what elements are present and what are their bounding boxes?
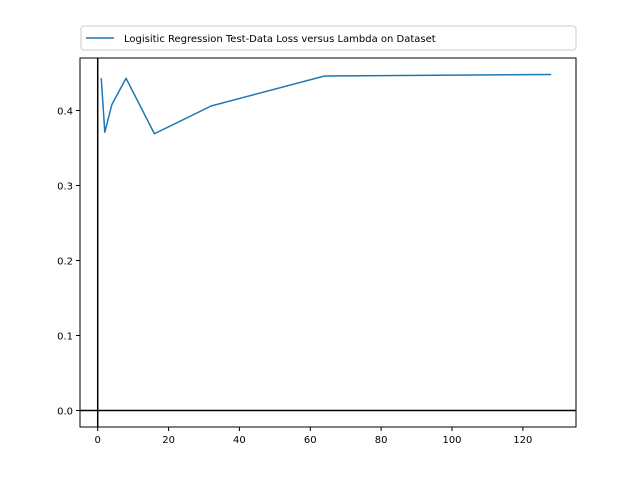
x-tick-label: 80 [375,435,388,446]
y-tick-label: 0.1 [57,332,73,343]
x-tick-label: 100 [442,435,461,446]
series-line [100,73,552,135]
y-tick-label: 0.0 [57,407,73,418]
legend-label: Logisitic Regression Test-Data Loss vers… [124,34,436,45]
y-axis: 0.0 0.1 0.2 0.3 0.4 [57,107,80,418]
plot-frame [79,57,577,428]
y-tick-label: 0.4 [57,107,73,118]
legend: Logisitic Regression Test-Data Loss vers… [80,25,577,51]
y-tick-label: 0.2 [57,257,73,268]
x-axis: 0 20 40 60 80 100 120 [95,427,532,446]
plot-area [79,57,577,428]
y-tick-label: 0.3 [57,182,73,193]
legend-box [80,25,577,51]
x-tick-label: 20 [162,435,175,446]
x-tick-label: 40 [233,435,246,446]
x-tick-label: 120 [513,435,532,446]
x-tick-label: 0 [95,435,101,446]
x-tick-label: 60 [304,435,317,446]
